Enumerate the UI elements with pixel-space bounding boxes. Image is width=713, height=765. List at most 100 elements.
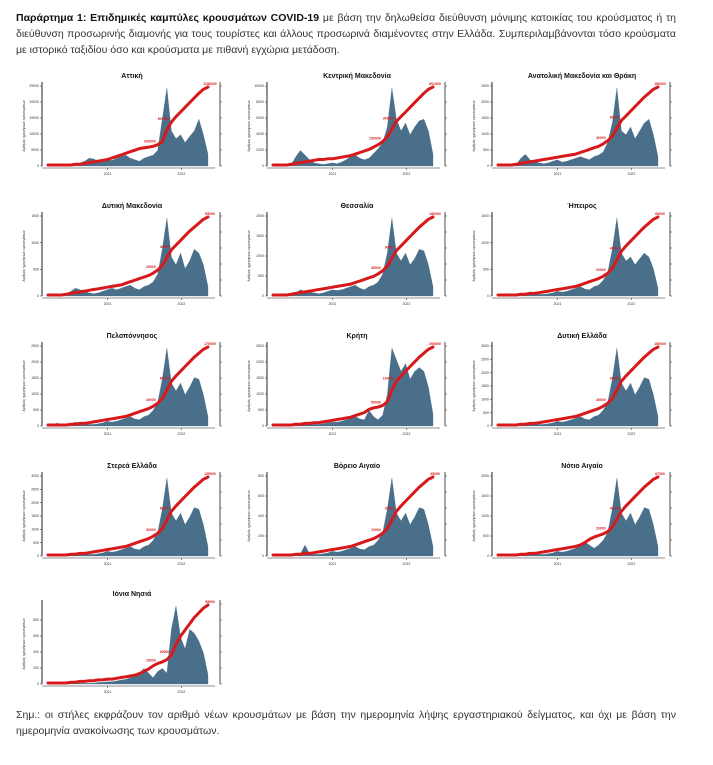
daily-cases-bars — [273, 217, 434, 297]
y-tick-label: 0 — [487, 294, 489, 298]
cumulative-mid-label: 80000 — [160, 376, 170, 380]
y-tick-label: 10000 — [29, 132, 39, 136]
chart-title: Κεντρική Μακεδονία — [323, 73, 392, 80]
daily-cases-bars — [48, 87, 209, 167]
y-tick-label: 3000 — [31, 474, 39, 478]
y-tick-label: 400 — [258, 514, 264, 518]
chart-panel: Στερεά Ελλάδα Αριθμός ημερήσιων κρουσμάτω… — [20, 458, 245, 583]
y-tick-label: 1000 — [481, 241, 489, 245]
daily-cases-bars — [48, 347, 209, 427]
cumulative-mid-label: 45000 — [371, 266, 381, 270]
cumulative-mid-label: 40000 — [610, 246, 620, 250]
chart-svg: Θεσσαλία Αριθμός ημερήσιων κρουσμάτων 0 500… — [247, 202, 447, 306]
cumulative-cases-line — [46, 85, 210, 167]
chart-svg: Αττική Αριθμός ημερήσιων κρουσμάτων 0 5000 1… — [22, 73, 222, 176]
y-tick-label: 8000 — [256, 100, 264, 104]
cumulative-max-label: 89000 — [655, 212, 665, 216]
x-tick-label: 2021 — [104, 172, 112, 176]
x-tick-label: 2021 — [554, 172, 562, 176]
cumulative-mid-label: 90000 — [610, 376, 620, 380]
y-axis-label: Αριθμός ημερήσιων κρουσμάτων — [247, 360, 251, 411]
cumulative-mid-label: 20000 — [596, 268, 606, 272]
footnote: Σημ.: οι στήλες εκφράζουν τον αριθμό νέω… — [16, 709, 676, 737]
y-tick-label: 600 — [33, 634, 39, 638]
y-axis-label: Αριθμός ημερήσιων κρουσμάτων — [472, 360, 476, 411]
cumulative-cases-line — [271, 345, 435, 427]
chart-panel: Δυτική Ελλάδα Αριθμός ημερήσιων κρουσμάτω… — [470, 328, 695, 453]
x-tick-label: 2021 — [329, 562, 337, 566]
chart-panel: Ανατολική Μακεδονία και Θράκη Αριθμός ημε… — [470, 68, 695, 193]
chart-title: Κρήτη — [346, 333, 367, 340]
cumulative-max-label: 180000 — [429, 212, 441, 216]
figure-caption: Παράρτημα 1: Επιδημικές καμπύλες κρουσμά… — [16, 10, 676, 58]
y-tick-label: 2000 — [256, 214, 264, 218]
y-tick-label: 2500 — [481, 358, 489, 362]
chart-panel: Θεσσαλία Αριθμός ημερήσιων κρουσμάτων 0 500… — [245, 198, 470, 323]
x-tick-label: 2022 — [178, 690, 186, 694]
y-tick-label: 200 — [258, 534, 264, 538]
cumulative-cases-line — [271, 475, 435, 557]
chart-panel: Κρήτη Αριθμός ημερήσιων κρουσμάτων 0 500 100… — [245, 328, 470, 453]
y-tick-label: 0 — [37, 554, 39, 558]
cumulative-mid-label: 10000 — [371, 528, 381, 532]
y-tick-label: 5000 — [31, 148, 39, 152]
x-tick-label: 2021 — [554, 432, 562, 436]
cumulative-mid-label: 90000 — [385, 246, 395, 250]
x-tick-label: 2022 — [403, 172, 411, 176]
cumulative-max-label: 185000 — [654, 342, 666, 346]
y-tick-label: 3000 — [481, 344, 489, 348]
cumulative-cases-line — [46, 215, 210, 297]
y-tick-label: 0 — [487, 554, 489, 558]
y-tick-label: 2500 — [31, 344, 39, 348]
cumulative-cases-line — [496, 215, 660, 297]
y-tick-label: 2500 — [256, 344, 264, 348]
y-tick-label: 2000 — [481, 100, 489, 104]
chart-svg: Δυτική Ελλάδα Αριθμός ημερήσιων κρουσμάτω… — [472, 332, 672, 436]
cumulative-max-label: 1186000 — [203, 82, 216, 86]
chart-title: Δυτική Ελλάδα — [557, 332, 607, 340]
x-tick-label: 2021 — [554, 562, 562, 566]
x-tick-label: 2022 — [403, 562, 411, 566]
y-tick-label: 400 — [33, 650, 39, 654]
chart-panel: Αττική Αριθμός ημερήσιων κρουσμάτων 0 5000 1… — [20, 68, 245, 193]
y-tick-label: 0 — [37, 682, 39, 686]
daily-cases-bars — [48, 217, 209, 297]
cumulative-max-label: 58000 — [205, 600, 215, 604]
cumulative-mid-label: 20000 — [385, 506, 395, 510]
y-tick-label: 500 — [33, 268, 39, 272]
y-tick-label: 0 — [262, 164, 264, 168]
cumulative-cases-line — [271, 85, 435, 167]
cumulative-mid-label: 30000 — [146, 528, 156, 532]
cumulative-cases-line — [496, 345, 660, 427]
y-tick-label: 1000 — [256, 392, 264, 396]
y-tick-label: 500 — [258, 408, 264, 412]
cumulative-max-label: 85000 — [205, 212, 215, 216]
y-tick-label: 800 — [33, 618, 39, 622]
chart-panel: Πελοπόννησος Αριθμός ημερήσιων κρουσμάτων… — [20, 328, 245, 453]
chart-svg: Νότιο Αιγαίο Αριθμός ημερήσιων κρουσμάτων… — [472, 463, 672, 566]
y-tick-label: 0 — [37, 294, 39, 298]
y-axis-label: Αριθμός ημερήσιων κρουσμάτων — [247, 100, 251, 151]
y-tick-label: 1500 — [481, 384, 489, 388]
y-axis-label: Αριθμός ημερήσιων κρουσμάτων — [22, 490, 26, 541]
cumulative-mid-label: 100000 — [383, 376, 395, 380]
cumulative-max-label: 160000 — [654, 82, 666, 86]
chart-title: Θεσσαλία — [341, 202, 374, 210]
cumulative-cases-line — [46, 345, 210, 427]
chart-svg: Ήπειρος Αριθμός ημερήσιων κρουσμάτων 0 500 1… — [472, 203, 672, 306]
chart-panel: Ιόνια Νησιά Αριθμός ημερήσιων κρουσμάτων 0… — [20, 586, 245, 711]
cumulative-cases-line — [46, 603, 210, 685]
y-axis-label: Αριθμός ημερήσιων κρουσμάτων — [22, 360, 26, 411]
x-tick-label: 2022 — [403, 432, 411, 436]
y-axis-label: Αριθμός ημερήσιων κρουσμάτων — [472, 230, 476, 281]
y-tick-label: 1000 — [481, 132, 489, 136]
y-tick-label: 2000 — [256, 148, 264, 152]
y-tick-label: 10000 — [254, 84, 264, 88]
y-tick-label: 1500 — [31, 514, 39, 518]
cumulative-cases-line — [271, 215, 435, 297]
x-tick-label: 2022 — [628, 432, 636, 436]
x-tick-label: 2022 — [628, 562, 636, 566]
y-axis-label: Αριθμός ημερήσιων κρουσμάτων — [247, 490, 251, 541]
y-tick-label: 0 — [37, 424, 39, 428]
y-tick-label: 1000 — [31, 241, 39, 245]
